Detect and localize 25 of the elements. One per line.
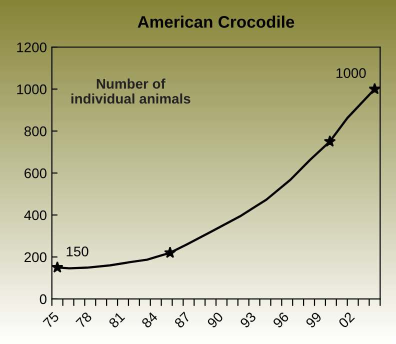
x-tick-label: 99 bbox=[305, 311, 322, 328]
y-tick-label: 0 bbox=[40, 294, 46, 304]
x-tick-label: 90 bbox=[206, 311, 224, 328]
y-tick-label: 600 bbox=[24, 168, 46, 178]
y-tick-label: 200 bbox=[24, 252, 46, 262]
chart-title: American Crocodile bbox=[138, 16, 294, 28]
y-tick-label: 400 bbox=[24, 210, 46, 220]
x-tick-label: 84 bbox=[141, 311, 158, 328]
y-tick-label: 1200 bbox=[17, 42, 46, 52]
annotation: Number of individual animals bbox=[71, 78, 190, 104]
data-label: 150 bbox=[66, 246, 88, 256]
x-tick-label: 96 bbox=[272, 311, 290, 328]
point bbox=[52, 261, 64, 273]
data-label: 1000 bbox=[336, 68, 366, 78]
x-tick-label: 78 bbox=[75, 311, 92, 328]
y-tick-label: 1000 bbox=[17, 84, 46, 94]
x-tick-label: 81 bbox=[108, 311, 126, 328]
point bbox=[324, 135, 336, 147]
y-tick-label: 800 bbox=[24, 126, 46, 136]
x-tick-label: 75 bbox=[42, 312, 60, 328]
x-tick-label: 02 bbox=[338, 311, 355, 328]
x-tick-label: 87 bbox=[174, 311, 191, 328]
point bbox=[164, 246, 176, 258]
point bbox=[368, 82, 380, 94]
x-tick-label: 93 bbox=[240, 311, 257, 328]
